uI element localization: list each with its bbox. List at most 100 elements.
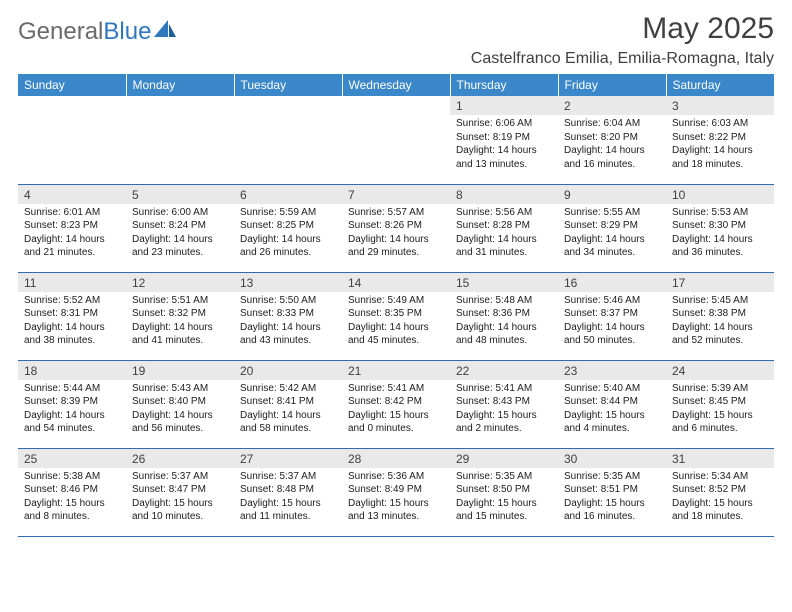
sunrise-text: Sunrise: 5:51 AM: [132, 294, 228, 308]
sail-icon: [154, 20, 176, 45]
sunset-text: Sunset: 8:38 PM: [672, 307, 768, 321]
calendar-cell: 10Sunrise: 5:53 AMSunset: 8:30 PMDayligh…: [666, 184, 774, 272]
day-number: 28: [342, 449, 450, 468]
day-details: Sunrise: 5:42 AMSunset: 8:41 PMDaylight:…: [234, 380, 342, 440]
sunrise-text: Sunrise: 6:00 AM: [132, 206, 228, 220]
sunrise-text: Sunrise: 5:52 AM: [24, 294, 120, 308]
sunset-text: Sunset: 8:28 PM: [456, 219, 552, 233]
day-details: Sunrise: 6:01 AMSunset: 8:23 PMDaylight:…: [18, 204, 126, 264]
calendar-table: Sunday Monday Tuesday Wednesday Thursday…: [18, 74, 774, 537]
sunrise-text: Sunrise: 6:03 AM: [672, 117, 768, 131]
calendar-cell: 28Sunrise: 5:36 AMSunset: 8:49 PMDayligh…: [342, 448, 450, 536]
sunset-text: Sunset: 8:30 PM: [672, 219, 768, 233]
sunset-text: Sunset: 8:23 PM: [24, 219, 120, 233]
calendar-cell: 6Sunrise: 5:59 AMSunset: 8:25 PMDaylight…: [234, 184, 342, 272]
sunrise-text: Sunrise: 5:48 AM: [456, 294, 552, 308]
sunrise-text: Sunrise: 5:36 AM: [348, 470, 444, 484]
calendar-cell: 13Sunrise: 5:50 AMSunset: 8:33 PMDayligh…: [234, 272, 342, 360]
day-number: 9: [558, 185, 666, 204]
sunrise-text: Sunrise: 5:35 AM: [456, 470, 552, 484]
calendar-cell: 15Sunrise: 5:48 AMSunset: 8:36 PMDayligh…: [450, 272, 558, 360]
day-details: Sunrise: 5:57 AMSunset: 8:26 PMDaylight:…: [342, 204, 450, 264]
sunset-text: Sunset: 8:32 PM: [132, 307, 228, 321]
day-details: Sunrise: 5:45 AMSunset: 8:38 PMDaylight:…: [666, 292, 774, 352]
calendar-cell: 19Sunrise: 5:43 AMSunset: 8:40 PMDayligh…: [126, 360, 234, 448]
sunrise-text: Sunrise: 5:34 AM: [672, 470, 768, 484]
sunset-text: Sunset: 8:19 PM: [456, 131, 552, 145]
sunrise-text: Sunrise: 5:42 AM: [240, 382, 336, 396]
calendar-cell: 18Sunrise: 5:44 AMSunset: 8:39 PMDayligh…: [18, 360, 126, 448]
month-title: May 2025: [471, 12, 774, 46]
day-details: Sunrise: 6:03 AMSunset: 8:22 PMDaylight:…: [666, 115, 774, 175]
sunset-text: Sunset: 8:36 PM: [456, 307, 552, 321]
day-details: Sunrise: 5:35 AMSunset: 8:50 PMDaylight:…: [450, 468, 558, 528]
day-number: 7: [342, 185, 450, 204]
daylight-text: Daylight: 14 hours and 34 minutes.: [564, 233, 660, 260]
calendar-cell: 26Sunrise: 5:37 AMSunset: 8:47 PMDayligh…: [126, 448, 234, 536]
day-number: 10: [666, 185, 774, 204]
sunrise-text: Sunrise: 5:50 AM: [240, 294, 336, 308]
day-number: 23: [558, 361, 666, 380]
day-details: Sunrise: 5:50 AMSunset: 8:33 PMDaylight:…: [234, 292, 342, 352]
daylight-text: Daylight: 15 hours and 16 minutes.: [564, 497, 660, 524]
sunset-text: Sunset: 8:24 PM: [132, 219, 228, 233]
sunset-text: Sunset: 8:52 PM: [672, 483, 768, 497]
sunrise-text: Sunrise: 5:37 AM: [240, 470, 336, 484]
weekday-header: Monday: [126, 74, 234, 96]
day-number: 26: [126, 449, 234, 468]
sunset-text: Sunset: 8:29 PM: [564, 219, 660, 233]
calendar-cell: 4Sunrise: 6:01 AMSunset: 8:23 PMDaylight…: [18, 184, 126, 272]
sunrise-text: Sunrise: 5:37 AM: [132, 470, 228, 484]
calendar-cell: [126, 96, 234, 184]
sunset-text: Sunset: 8:51 PM: [564, 483, 660, 497]
calendar-cell: 12Sunrise: 5:51 AMSunset: 8:32 PMDayligh…: [126, 272, 234, 360]
day-details: Sunrise: 5:39 AMSunset: 8:45 PMDaylight:…: [666, 380, 774, 440]
day-details: Sunrise: 5:36 AMSunset: 8:49 PMDaylight:…: [342, 468, 450, 528]
sunrise-text: Sunrise: 6:04 AM: [564, 117, 660, 131]
location: Castelfranco Emilia, Emilia-Romagna, Ita…: [471, 50, 774, 68]
day-details: Sunrise: 5:35 AMSunset: 8:51 PMDaylight:…: [558, 468, 666, 528]
calendar-cell: 23Sunrise: 5:40 AMSunset: 8:44 PMDayligh…: [558, 360, 666, 448]
daylight-text: Daylight: 14 hours and 56 minutes.: [132, 409, 228, 436]
calendar-cell: 17Sunrise: 5:45 AMSunset: 8:38 PMDayligh…: [666, 272, 774, 360]
sunrise-text: Sunrise: 5:49 AM: [348, 294, 444, 308]
calendar-cell: 5 Sunrise: 6:00 AMSunset: 8:24 PMDaylight…: [126, 184, 234, 272]
daylight-text: Daylight: 15 hours and 6 minutes.: [672, 409, 768, 436]
daylight-text: Daylight: 14 hours and 18 minutes.: [672, 144, 768, 171]
calendar-cell: 29Sunrise: 5:35 AMSunset: 8:50 PMDayligh…: [450, 448, 558, 536]
day-details: Sunrise: 5:44 AMSunset: 8:39 PMDaylight:…: [18, 380, 126, 440]
daylight-text: Daylight: 14 hours and 38 minutes.: [24, 321, 120, 348]
day-details: Sunrise: 5:38 AMSunset: 8:46 PMDaylight:…: [18, 468, 126, 528]
sunset-text: Sunset: 8:43 PM: [456, 395, 552, 409]
sunrise-text: Sunrise: 5:38 AM: [24, 470, 120, 484]
day-details: Sunrise: 6:06 AMSunset: 8:19 PMDaylight:…: [450, 115, 558, 175]
day-details: Sunrise: 5:51 AMSunset: 8:32 PMDaylight:…: [126, 292, 234, 352]
calendar-cell: 11Sunrise: 5:52 AMSunset: 8:31 PMDayligh…: [18, 272, 126, 360]
calendar-cell: 22Sunrise: 5:41 AMSunset: 8:43 PMDayligh…: [450, 360, 558, 448]
sunrise-text: Sunrise: 5:55 AM: [564, 206, 660, 220]
calendar-week-row: 18Sunrise: 5:44 AMSunset: 8:39 PMDayligh…: [18, 360, 774, 448]
day-number: 19: [126, 361, 234, 380]
day-details: Sunrise: 5:55 AMSunset: 8:29 PMDaylight:…: [558, 204, 666, 264]
day-details: Sunrise: 6:04 AMSunset: 8:20 PMDaylight:…: [558, 115, 666, 175]
brand-part1: General: [18, 18, 103, 45]
daylight-text: Daylight: 14 hours and 48 minutes.: [456, 321, 552, 348]
daylight-text: Daylight: 14 hours and 50 minutes.: [564, 321, 660, 348]
brand-part2: Blue: [103, 18, 151, 45]
sunset-text: Sunset: 8:20 PM: [564, 131, 660, 145]
sunrise-text: Sunrise: 5:41 AM: [456, 382, 552, 396]
daylight-text: Daylight: 14 hours and 29 minutes.: [348, 233, 444, 260]
sunrise-text: Sunrise: 5:44 AM: [24, 382, 120, 396]
day-details: Sunrise: 5:53 AMSunset: 8:30 PMDaylight:…: [666, 204, 774, 264]
daylight-text: Daylight: 15 hours and 15 minutes.: [456, 497, 552, 524]
daylight-text: Daylight: 14 hours and 23 minutes.: [132, 233, 228, 260]
sunset-text: Sunset: 8:40 PM: [132, 395, 228, 409]
day-details: Sunrise: 5:49 AMSunset: 8:35 PMDaylight:…: [342, 292, 450, 352]
calendar-week-row: 1Sunrise: 6:06 AMSunset: 8:19 PMDaylight…: [18, 96, 774, 184]
day-details: Sunrise: 5:48 AMSunset: 8:36 PMDaylight:…: [450, 292, 558, 352]
day-number: 5: [126, 185, 234, 204]
daylight-text: Daylight: 14 hours and 58 minutes.: [240, 409, 336, 436]
sunset-text: Sunset: 8:26 PM: [348, 219, 444, 233]
day-details: Sunrise: 5:52 AMSunset: 8:31 PMDaylight:…: [18, 292, 126, 352]
day-details: Sunrise: 5:37 AMSunset: 8:48 PMDaylight:…: [234, 468, 342, 528]
